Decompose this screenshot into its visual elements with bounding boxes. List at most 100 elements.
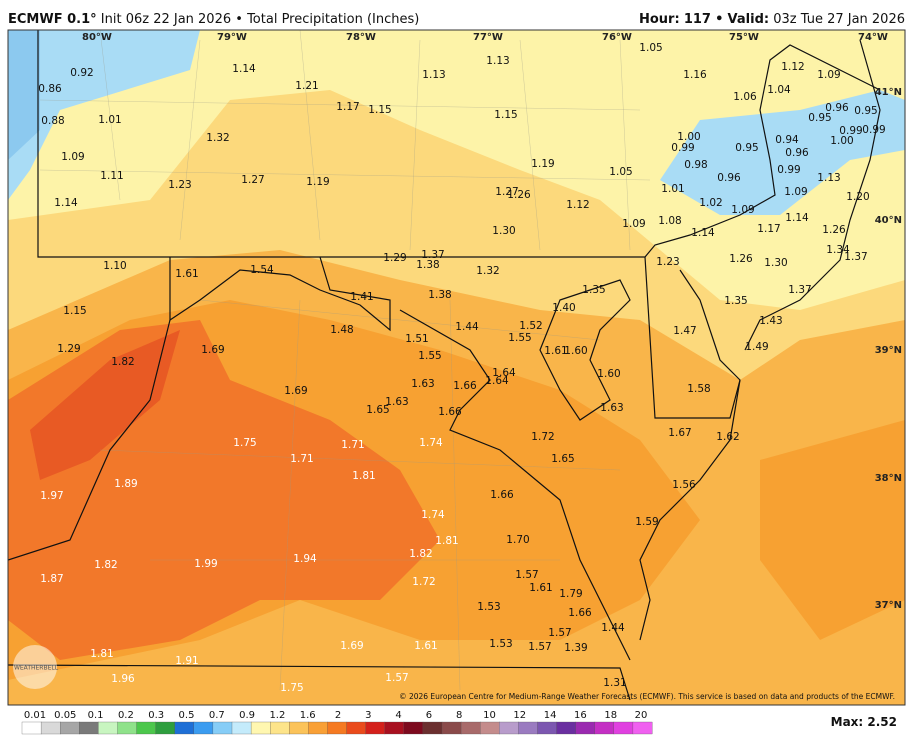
value-label: 0.92 xyxy=(70,67,93,79)
colorbar-tick: 0.2 xyxy=(118,710,134,721)
colorbar-swatch xyxy=(270,721,290,735)
value-label: 1.53 xyxy=(489,638,512,650)
value-label: 1.30 xyxy=(764,257,787,269)
colorbar-swatch xyxy=(365,721,386,735)
colorbar-tick: 12 xyxy=(513,710,526,721)
lat-label: 37°N xyxy=(875,600,902,611)
value-label: 1.34 xyxy=(826,244,850,256)
county-lines xyxy=(39,30,651,691)
value-label: 0.95 xyxy=(808,112,831,124)
value-label: 0.94 xyxy=(775,134,799,146)
colorbar-swatch xyxy=(212,721,233,735)
colorbar-tick: 0.3 xyxy=(148,710,164,721)
value-label: 1.49 xyxy=(745,341,768,353)
value-label: 1.02 xyxy=(699,197,722,209)
value-label: 1.66 xyxy=(490,489,514,501)
value-label: 1.57 xyxy=(528,641,551,653)
value-label: 1.53 xyxy=(477,601,500,613)
value-label: 1.01 xyxy=(98,114,121,126)
value-label: 1.62 xyxy=(716,431,739,443)
value-label: 1.09 xyxy=(784,186,807,198)
value-label: 1.71 xyxy=(290,453,313,465)
value-label: 1.15 xyxy=(63,305,86,317)
map xyxy=(8,30,905,705)
value-label: 1.55 xyxy=(418,350,441,362)
value-label: 1.13 xyxy=(486,55,509,67)
colorbar-swatch xyxy=(40,721,61,735)
value-label: 1.15 xyxy=(368,104,391,116)
colorbar-swatch xyxy=(613,721,634,735)
value-label: 1.65 xyxy=(366,404,389,416)
value-label: 1.19 xyxy=(531,158,554,170)
value-label: 1.69 xyxy=(340,640,363,652)
colorbar-tick: 6 xyxy=(426,710,432,721)
colorbar-tick: 14 xyxy=(544,710,557,721)
value-label: 1.15 xyxy=(494,109,517,121)
lat-label: 38°N xyxy=(875,473,902,484)
value-label: 1.19 xyxy=(306,176,329,188)
watermark-text: WEATHERBELL xyxy=(14,665,59,672)
value-label: 1.55 xyxy=(508,332,531,344)
value-label: 1.08 xyxy=(658,215,681,227)
value-label: 1.17 xyxy=(336,101,359,113)
value-label: 0.95 xyxy=(735,142,758,154)
value-label: 1.97 xyxy=(40,490,63,502)
value-label: 1.13 xyxy=(817,172,840,184)
value-label: 1.29 xyxy=(383,252,406,264)
lon-label: 77°W xyxy=(473,32,503,43)
colorbar: 0.01 0.05 0.1 0.2 0.3 0.5 0.7 0.9 1.2 1.6 2 3 4 6 8 10 1… xyxy=(21,710,653,735)
value-label: 1.09 xyxy=(817,69,840,81)
value-label: 1.44 xyxy=(601,622,625,634)
value-label: 1.58 xyxy=(687,383,710,395)
colorbar-tick: 4 xyxy=(395,710,401,721)
value-label: 1.26 xyxy=(507,189,531,201)
colorbar-tick: 20 xyxy=(635,710,648,721)
colorbar-tick: 0.5 xyxy=(179,710,195,721)
value-label: 0.86 xyxy=(38,83,62,95)
value-label: 1.10 xyxy=(103,260,126,272)
colorbar-swatch xyxy=(98,721,118,735)
value-label: 1.43 xyxy=(759,315,782,327)
value-label: 1.66 xyxy=(453,380,477,392)
value-label: 1.29 xyxy=(57,343,80,355)
value-label: 1.06 xyxy=(733,91,757,103)
value-label: 1.44 xyxy=(455,321,479,333)
value-label: 1.00 xyxy=(830,135,853,147)
value-label: 1.38 xyxy=(416,259,439,271)
value-label: 1.37 xyxy=(421,249,444,261)
lon-label: 76°W xyxy=(602,32,632,43)
value-label: 1.14 xyxy=(54,197,78,209)
value-label: 0.96 xyxy=(785,147,809,159)
colorbar-swatch xyxy=(441,721,462,735)
value-label: 1.74 xyxy=(419,437,443,449)
value-label: 1.61 xyxy=(544,345,567,357)
colorbar-swatch xyxy=(231,721,252,735)
value-label: 1.87 xyxy=(40,573,63,585)
lat-label: 41°N xyxy=(875,87,902,98)
value-label: 1.66 xyxy=(568,607,592,619)
value-label: 0.99 xyxy=(839,125,862,137)
hour: 117 xyxy=(684,12,711,27)
value-label: 1.71 xyxy=(341,439,364,451)
value-label: 1.72 xyxy=(531,431,554,443)
value-label: 1.11 xyxy=(100,170,123,182)
value-label: 1.89 xyxy=(114,478,137,490)
value-label: 1.51 xyxy=(405,333,428,345)
value-label: 1.72 xyxy=(412,576,435,588)
value-label: 0.99 xyxy=(777,164,800,176)
value-label: 1.35 xyxy=(724,295,747,307)
value-label: 0.99 xyxy=(671,142,694,154)
product: Total Precipitation (Inches) xyxy=(246,12,419,27)
value-label: 1.14 xyxy=(232,63,256,75)
lon-label: 78°W xyxy=(346,32,376,43)
value-label: 1.74 xyxy=(421,509,445,521)
value-label: 1.54 xyxy=(250,264,274,276)
value-label: 1.48 xyxy=(330,324,353,336)
colorbar-swatch xyxy=(117,721,137,735)
lon-label: 75°W xyxy=(729,32,759,43)
colorbar-swatch xyxy=(60,721,80,735)
value-label: 1.16 xyxy=(683,69,707,81)
colorbar-tick: 8 xyxy=(456,710,462,721)
colorbar-swatch xyxy=(250,721,271,735)
